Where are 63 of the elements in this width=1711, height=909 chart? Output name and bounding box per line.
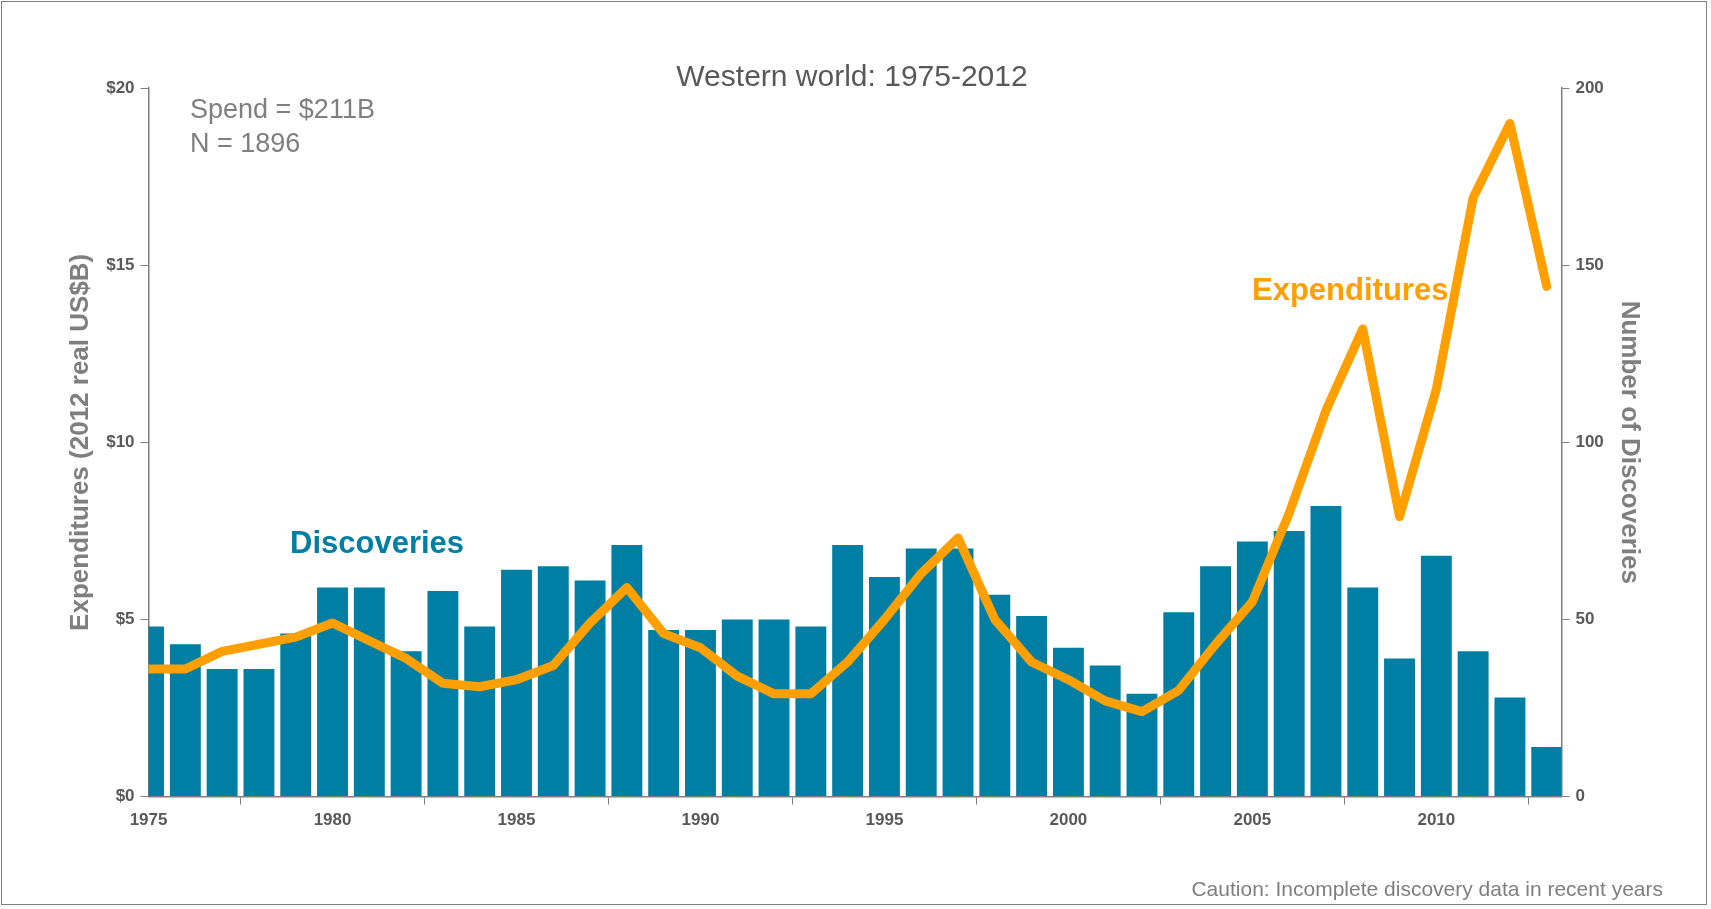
bar — [979, 594, 1011, 797]
bar — [1163, 612, 1195, 797]
bar — [537, 566, 569, 797]
bar — [1531, 747, 1562, 797]
bar — [832, 545, 864, 797]
bar — [1420, 555, 1452, 797]
y-tick-label: $10 — [106, 431, 135, 451]
bar — [1016, 615, 1048, 797]
y-axis-title: Expenditures (2012 real US$B) — [63, 253, 94, 631]
bar — [1310, 506, 1342, 797]
bar — [685, 630, 716, 797]
bar — [795, 626, 827, 797]
y-tick-label: $20 — [106, 77, 135, 97]
bar — [721, 619, 753, 797]
chart-title: Western world: 1975-2012 — [676, 59, 1028, 92]
y-tick-label: $5 — [115, 609, 135, 629]
x-tick-label: 1975 — [129, 810, 168, 830]
bar — [1347, 587, 1379, 797]
y2-tick-label: 100 — [1575, 431, 1604, 451]
bar — [427, 591, 459, 797]
annotation: N = 1896 — [190, 128, 301, 158]
bar — [1052, 647, 1084, 797]
bar — [942, 548, 974, 797]
bar — [1457, 651, 1489, 797]
x-tick-label: 2005 — [1233, 810, 1272, 830]
bar — [243, 669, 275, 797]
bar — [390, 651, 422, 797]
x-tick-label: 1995 — [865, 810, 904, 830]
bar — [169, 644, 201, 797]
series-label: Expenditures — [1252, 272, 1449, 307]
series-label: Discoveries — [290, 525, 465, 560]
y2-axis-title: Number of Discoveries — [1616, 300, 1647, 584]
y2-tick-label: 200 — [1575, 77, 1604, 97]
bar — [1273, 530, 1305, 797]
bar — [648, 630, 680, 797]
bar — [1089, 665, 1121, 797]
x-tick-label: 2000 — [1049, 810, 1088, 830]
x-tick-label: 1980 — [313, 810, 352, 830]
bar — [611, 545, 643, 797]
y2-tick-label: 50 — [1575, 609, 1595, 629]
bar — [1200, 566, 1232, 797]
y-tick-label: $0 — [115, 786, 135, 806]
x-tick-label: 2010 — [1417, 810, 1456, 830]
x-tick-label: 1990 — [681, 810, 720, 830]
bar — [501, 569, 532, 797]
bar — [868, 576, 900, 797]
bar — [353, 587, 385, 797]
bar — [758, 619, 790, 797]
bar — [1384, 658, 1415, 797]
bar — [1494, 697, 1526, 797]
bar — [905, 548, 937, 797]
bar — [1236, 541, 1268, 797]
y2-tick-label: 0 — [1575, 786, 1585, 806]
bar — [464, 626, 496, 797]
y-tick-label: $15 — [106, 254, 135, 274]
x-tick-label: 1985 — [497, 810, 536, 830]
bar — [280, 633, 312, 797]
bar — [317, 587, 348, 797]
bar — [574, 580, 606, 797]
text: Caution: Incomplete discovery data in recent years — [1191, 877, 1663, 900]
annotation: Spend = $211B — [190, 94, 375, 124]
bar — [206, 669, 238, 797]
y2-tick-label: 150 — [1575, 254, 1604, 274]
